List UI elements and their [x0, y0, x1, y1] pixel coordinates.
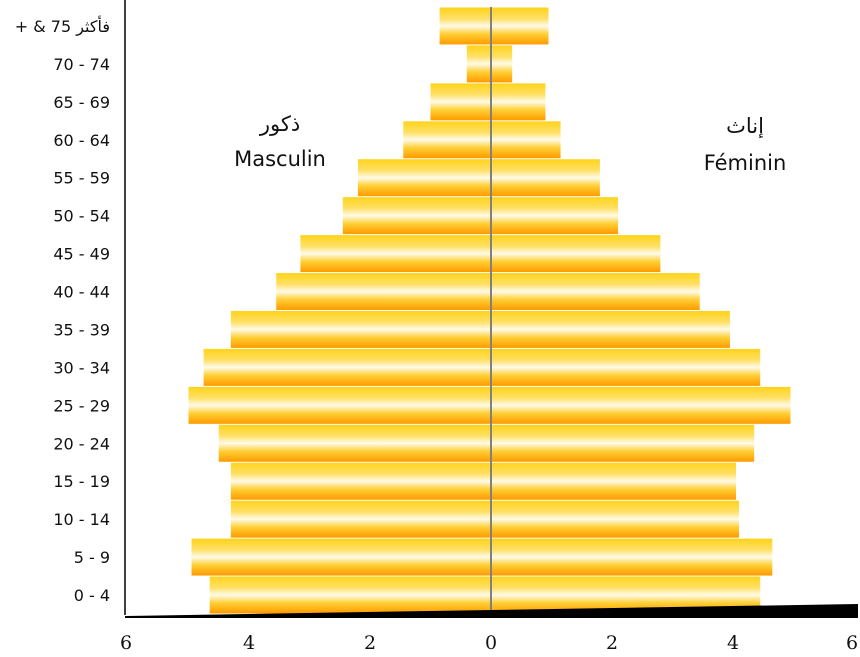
male-bar-8: [276, 273, 491, 310]
female-label: Féminin: [704, 151, 787, 175]
female-bar-12: [491, 121, 561, 159]
male-bar-1: [191, 538, 491, 576]
male-label-ar: ذكور: [259, 112, 300, 136]
male-bar-13: [430, 83, 491, 121]
x-tick-label: 6: [120, 632, 132, 654]
male-bar-0: [209, 576, 492, 614]
y-tick-label: 50 - 54: [53, 207, 110, 226]
x-tick-label: 4: [243, 632, 255, 654]
female-bar-10: [491, 197, 619, 235]
female-bar-3: [491, 462, 737, 500]
male-bar-2: [230, 500, 491, 538]
y-tick-label: 15 - 19: [53, 472, 110, 491]
male-bar-15: [439, 7, 491, 45]
y-tick-label: 0 - 4: [74, 586, 110, 605]
y-tick-label: 30 - 34: [53, 358, 110, 377]
male-bar-11: [357, 159, 491, 197]
male-bar-5: [188, 386, 491, 424]
female-bar-2: [491, 500, 740, 538]
x-tick-labels: 6 4 2 0 2 4 6: [120, 632, 858, 654]
y-tick-label: 70 - 74: [53, 55, 110, 74]
female-bar-5: [491, 386, 791, 424]
x-tick-label: 2: [606, 632, 618, 654]
y-tick-labels: 0 - 4 5 - 9 10 - 14 15 - 19 20 - 24 25 - 29 30…: [15, 15, 110, 605]
male-bar-14: [466, 45, 491, 83]
y-tick-label: 10 - 14: [53, 510, 110, 529]
female-bar-15: [491, 7, 549, 45]
x-tick-label: 4: [727, 632, 739, 654]
x-tick-label: 2: [364, 632, 376, 654]
bars-layer: [188, 7, 791, 614]
series-labels: ذكور Masculin إناث Féminin: [234, 112, 786, 175]
male-label: Masculin: [234, 147, 326, 171]
y-tick-label: 20 - 24: [53, 434, 110, 453]
female-bar-9: [491, 235, 661, 273]
female-bar-13: [491, 83, 546, 121]
y-tick-label: 35 - 39: [53, 320, 110, 339]
y-tick-label: 40 - 44: [53, 283, 110, 302]
male-bar-9: [300, 235, 491, 273]
y-tick-label: 25 - 29: [53, 396, 110, 415]
y-tick-label: 45 - 49: [53, 245, 110, 264]
y-tick-label: 5 - 9: [74, 548, 110, 567]
y-tick-label: + & 75 فأكثر: [15, 15, 110, 37]
female-bar-11: [491, 159, 600, 197]
female-bar-14: [491, 45, 513, 83]
male-bar-4: [218, 424, 491, 462]
y-tick-label: 60 - 64: [53, 131, 110, 150]
x-tick-label: 6: [846, 632, 858, 654]
female-bar-4: [491, 424, 755, 462]
female-bar-8: [491, 273, 700, 310]
female-bar-6: [491, 348, 761, 386]
male-bar-10: [342, 197, 491, 235]
y-tick-label: 65 - 69: [53, 93, 110, 112]
female-label-ar: إناث: [726, 114, 764, 139]
female-bar-1: [491, 538, 773, 576]
female-bar-7: [491, 311, 730, 348]
x-tick-label: 0: [485, 632, 497, 654]
male-bar-3: [230, 462, 491, 500]
male-bar-7: [230, 311, 491, 348]
x-axis: [125, 604, 858, 618]
male-bar-6: [203, 348, 491, 386]
y-tick-label: 55 - 59: [53, 169, 110, 188]
male-bar-12: [403, 121, 491, 159]
